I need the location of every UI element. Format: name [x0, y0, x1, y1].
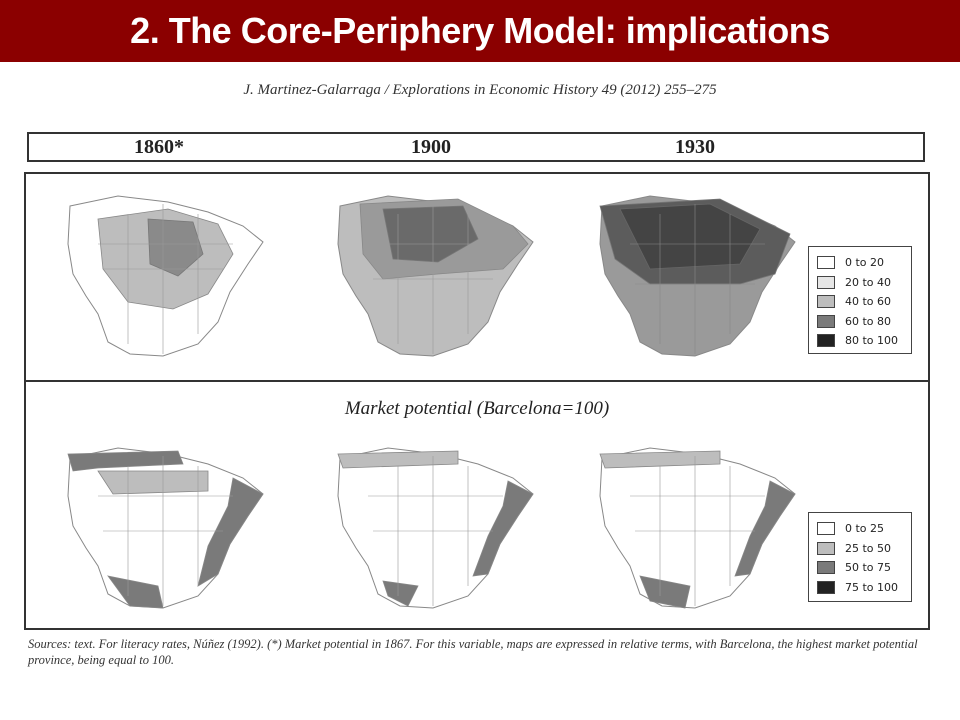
province-lines [368, 456, 503, 606]
year-label-1900: 1900 [411, 136, 451, 158]
market-potential-map-1867 [67, 447, 264, 609]
province-lines [630, 204, 765, 354]
province-lines [630, 456, 765, 606]
legend-label: 75 to 100 [845, 580, 899, 594]
legend-swatch [817, 561, 835, 575]
legend-swatch [817, 256, 835, 270]
literacy-legend-item: 40 to 60 [817, 292, 903, 312]
south-coast-region [639, 575, 691, 609]
province-lines [368, 204, 503, 354]
east-coast-region [734, 480, 796, 577]
year-header: 1860* 1900 1930 [27, 132, 925, 162]
market-potential-title: Market potential (Barcelona=100) [344, 398, 610, 419]
market-potential-legend-item: 25 to 50 [817, 539, 903, 559]
legend-swatch [817, 334, 835, 348]
legend-swatch [817, 275, 835, 289]
legend-swatch [817, 295, 835, 309]
legend-swatch [817, 580, 835, 594]
east-coast-region [472, 480, 534, 577]
market-potential-map-1900 [337, 447, 534, 609]
market-potential-legend-item: 0 to 25 [817, 519, 903, 539]
north-coast-region [67, 450, 184, 472]
north-band-region [97, 470, 209, 495]
legend-label: 80 to 100 [845, 334, 899, 348]
market-potential-legend: 0 to 25 25 to 50 50 to 75 75 to 100 [808, 512, 912, 602]
literacy-map-1860 [67, 195, 264, 357]
province-lines [98, 456, 233, 606]
core-region [382, 205, 479, 263]
legend-label: 0 to 25 [845, 522, 885, 536]
north-coast-region [599, 450, 721, 469]
core-region [147, 218, 204, 277]
legend-swatch [817, 541, 835, 555]
maps-panel: Market potential (Barcelona=100) 0 to 20… [24, 172, 930, 630]
literacy-legend-item: 60 to 80 [817, 312, 903, 332]
province-lines [98, 204, 233, 354]
year-label-1930: 1930 [675, 136, 715, 158]
legend-label: 40 to 60 [845, 295, 892, 309]
year-label-1860: 1860* [134, 136, 184, 158]
literacy-legend: 0 to 20 20 to 40 40 to 60 60 to 80 80 to 100 [808, 246, 912, 354]
north-coast-region [337, 450, 459, 469]
legend-label: 0 to 20 [845, 256, 885, 270]
market-potential-map-1930 [599, 447, 796, 609]
legend-label: 20 to 40 [845, 275, 892, 289]
market-potential-legend-item: 50 to 75 [817, 558, 903, 578]
south-coast-region [107, 575, 164, 609]
literacy-legend-item: 80 to 100 [817, 331, 903, 351]
figure-citation: J. Martinez-Galarraga / Explorations in … [243, 82, 717, 98]
legend-swatch [817, 522, 835, 536]
slide-title-bar: 2. The Core-Periphery Model: implication… [0, 0, 960, 62]
legend-swatch [817, 314, 835, 328]
legend-label: 25 to 50 [845, 541, 892, 555]
literacy-map-1900 [337, 195, 534, 357]
literacy-legend-item: 0 to 20 [817, 253, 903, 273]
legend-label: 60 to 80 [845, 314, 892, 328]
literacy-legend-item: 20 to 40 [817, 273, 903, 293]
literacy-map-1930 [599, 195, 796, 357]
figure-sources-note: Sources: text. For literacy rates, Núñez… [28, 637, 918, 667]
market-potential-legend-item: 75 to 100 [817, 578, 903, 598]
slide-title: 2. The Core-Periphery Model: implication… [130, 10, 830, 51]
legend-label: 50 to 75 [845, 561, 892, 575]
south-coast-region [382, 580, 419, 607]
panel-divider [26, 380, 928, 382]
east-coast-region [197, 477, 264, 587]
